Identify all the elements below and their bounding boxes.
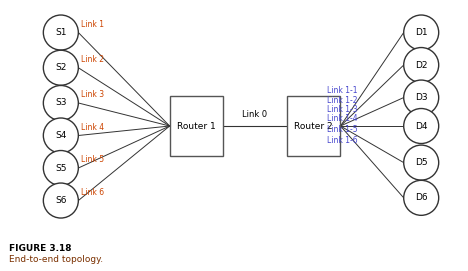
Text: Link 4: Link 4 xyxy=(81,122,104,131)
Text: Link 1-4: Link 1-4 xyxy=(327,114,358,123)
Text: D1: D1 xyxy=(415,28,427,37)
Text: S1: S1 xyxy=(55,28,66,37)
Text: D3: D3 xyxy=(415,93,427,102)
Circle shape xyxy=(404,47,439,83)
Text: FIGURE 3.18: FIGURE 3.18 xyxy=(9,244,72,253)
Text: Link 1-6: Link 1-6 xyxy=(327,136,358,144)
Circle shape xyxy=(404,145,439,180)
Circle shape xyxy=(44,183,78,218)
Text: Link 1-1: Link 1-1 xyxy=(327,86,358,95)
Text: Link 2: Link 2 xyxy=(81,55,104,64)
Text: D6: D6 xyxy=(415,193,427,202)
Text: D4: D4 xyxy=(415,121,427,131)
Text: Link 3: Link 3 xyxy=(81,90,104,99)
Circle shape xyxy=(404,80,439,115)
Text: Router 2: Router 2 xyxy=(294,121,333,131)
Text: S4: S4 xyxy=(55,131,66,140)
Circle shape xyxy=(44,150,78,186)
Text: Link 6: Link 6 xyxy=(81,188,104,196)
Text: S6: S6 xyxy=(55,196,66,205)
FancyBboxPatch shape xyxy=(287,96,341,156)
Text: S3: S3 xyxy=(55,98,66,108)
Circle shape xyxy=(44,85,78,121)
Circle shape xyxy=(44,118,78,153)
FancyBboxPatch shape xyxy=(170,96,224,156)
Circle shape xyxy=(404,108,439,144)
Circle shape xyxy=(44,50,78,85)
Circle shape xyxy=(404,15,439,50)
Text: Link 1-5: Link 1-5 xyxy=(327,125,358,134)
Text: Router 1: Router 1 xyxy=(177,121,216,131)
Text: S5: S5 xyxy=(55,163,66,173)
Text: Link 5: Link 5 xyxy=(81,155,104,164)
Text: Link 1: Link 1 xyxy=(81,20,104,28)
Text: Link 1-3: Link 1-3 xyxy=(327,105,358,114)
Text: Link 1-2: Link 1-2 xyxy=(327,96,358,105)
Text: End-to-end topology.: End-to-end topology. xyxy=(9,255,103,264)
Text: D5: D5 xyxy=(415,158,427,167)
Text: D2: D2 xyxy=(415,60,427,70)
Text: S2: S2 xyxy=(55,63,66,72)
Text: Link 0: Link 0 xyxy=(242,110,268,119)
Circle shape xyxy=(44,15,78,50)
Circle shape xyxy=(404,180,439,215)
